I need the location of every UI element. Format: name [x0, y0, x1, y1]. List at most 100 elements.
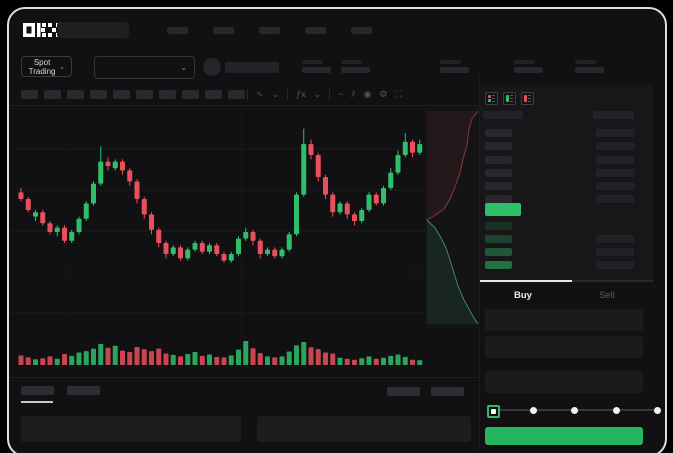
ask-price-bar[interactable] [485, 142, 512, 150]
market-type-dropdown[interactable]: Spot Trading ⌄ [21, 56, 72, 77]
order-amount-input[interactable] [485, 336, 643, 358]
interval-chip[interactable] [182, 90, 199, 99]
nav-item-placeholder[interactable] [351, 27, 372, 34]
chevron-down-icon: ⌄ [180, 63, 187, 72]
book-line [492, 95, 495, 96]
slider-stop-dot[interactable] [529, 407, 537, 414]
interval-chip[interactable] [113, 90, 130, 99]
interval-chip[interactable] [205, 90, 222, 99]
nav-item-placeholder[interactable] [167, 27, 188, 34]
book-bids-icon[interactable] [503, 92, 516, 105]
stat-label-placeholder [302, 60, 323, 64]
ask-amount-bar[interactable] [596, 195, 634, 203]
indicators-icon[interactable]: ƒx [296, 88, 306, 99]
line-tool-icon[interactable]: ~ [338, 88, 344, 99]
ask-amount-bar[interactable] [596, 182, 634, 190]
ask-mark [488, 95, 491, 98]
slider-stop-dot[interactable] [571, 407, 578, 414]
book-line [510, 101, 513, 102]
bid-price-bar[interactable] [485, 222, 512, 230]
buy-submit-button[interactable] [485, 427, 643, 445]
toolbar-divider [329, 88, 331, 100]
bid-price-bar[interactable] [485, 248, 512, 256]
settings-icon[interactable]: ⚙ [379, 88, 388, 99]
ask-price-bar[interactable] [485, 169, 512, 177]
toolbar-divider [287, 88, 289, 100]
candlestick-chart[interactable] [11, 107, 425, 373]
nav-item-placeholder[interactable] [305, 27, 326, 34]
stat-value-placeholder [575, 67, 604, 73]
chevron-down-icon[interactable]: ⌄ [313, 88, 322, 99]
interval-chip[interactable] [228, 90, 245, 99]
nav-item-placeholder[interactable] [259, 27, 280, 34]
bid-amount-bar[interactable] [596, 248, 634, 256]
book-line [528, 98, 531, 99]
candle-style-icon[interactable]: ∿ [256, 88, 264, 99]
bid-price-bar[interactable] [485, 261, 512, 269]
price-placeholder [225, 62, 279, 73]
pair-select-dropdown[interactable]: ⌄ [94, 56, 195, 79]
bottom-chip-2[interactable] [431, 387, 464, 396]
ask-price-bar[interactable] [485, 156, 512, 164]
ask-amount-bar[interactable] [596, 156, 634, 164]
camera-icon[interactable]: ◉ [363, 88, 372, 99]
orders-table-placeholder [257, 416, 471, 442]
order-total-input[interactable] [485, 371, 643, 393]
token-avatar [203, 58, 221, 76]
bottom-chip-1[interactable] [387, 387, 420, 396]
bid-amount-bar[interactable] [596, 261, 634, 269]
last-price-pill[interactable] [485, 203, 521, 216]
toolbar-divider [247, 88, 248, 100]
bid-amount-bar[interactable] [596, 235, 634, 243]
active-tab-underline [21, 401, 53, 403]
pair-title-placeholder [57, 22, 129, 38]
stat-value-placeholder [341, 67, 370, 73]
chart-tools: ∿ ⌄ ƒx ⌄ ~ ⫽ ◉ ⚙ ⛶ [247, 87, 402, 101]
ask-mark [524, 95, 527, 102]
bid-mark [488, 99, 491, 102]
ask-amount-bar[interactable] [596, 142, 634, 150]
book-line [528, 95, 531, 96]
tab-buy[interactable]: Buy [514, 290, 532, 301]
history-tab[interactable] [67, 386, 100, 395]
nav-item-placeholder[interactable] [213, 27, 234, 34]
okx-logo[interactable] [23, 22, 61, 38]
slider-handle[interactable] [487, 405, 500, 418]
interval-chip[interactable] [136, 90, 153, 99]
slider-stop-dot[interactable] [654, 407, 661, 414]
bottom-separator [9, 377, 479, 378]
interval-toolbar [21, 90, 245, 99]
chevron-down-icon: ⌄ [59, 63, 65, 71]
compare-icon[interactable]: ⫽ [351, 88, 356, 99]
interval-chip[interactable] [159, 90, 176, 99]
stat-label-placeholder [341, 60, 362, 64]
interval-chip[interactable] [67, 90, 84, 99]
ask-price-bar[interactable] [485, 195, 512, 203]
depth-chart [425, 107, 478, 329]
book-line [528, 101, 531, 102]
tab-sell[interactable]: Sell [599, 290, 615, 301]
slider-handle-center [491, 409, 496, 414]
sell-tab-line [572, 280, 653, 282]
book-line [492, 101, 495, 102]
orders-tab[interactable] [21, 386, 54, 395]
ask-amount-bar[interactable] [596, 169, 634, 177]
ask-amount-bar[interactable] [596, 129, 634, 137]
order-price-input[interactable] [485, 309, 643, 331]
ask-price-bar[interactable] [485, 129, 512, 137]
book-line [510, 98, 513, 99]
fullscreen-icon[interactable]: ⛶ [395, 88, 402, 99]
orders-table-placeholder [21, 416, 241, 442]
chevron-down-icon[interactable]: ⌄ [271, 88, 280, 99]
book-all-icon[interactable] [485, 92, 498, 105]
app-window: Spot Trading ⌄ ⌄ ∿ ⌄ ƒx ⌄ ~ ⫽ ◉ ⚙ ⛶ [7, 7, 667, 453]
interval-chip[interactable] [21, 90, 38, 99]
interval-chip[interactable] [90, 90, 107, 99]
bid-price-bar[interactable] [485, 235, 512, 243]
slider-stop-dot[interactable] [612, 407, 620, 414]
book-asks-icon[interactable] [521, 92, 534, 105]
ask-price-bar[interactable] [485, 182, 512, 190]
interval-chip[interactable] [44, 90, 61, 99]
stat-label-placeholder [514, 60, 535, 64]
